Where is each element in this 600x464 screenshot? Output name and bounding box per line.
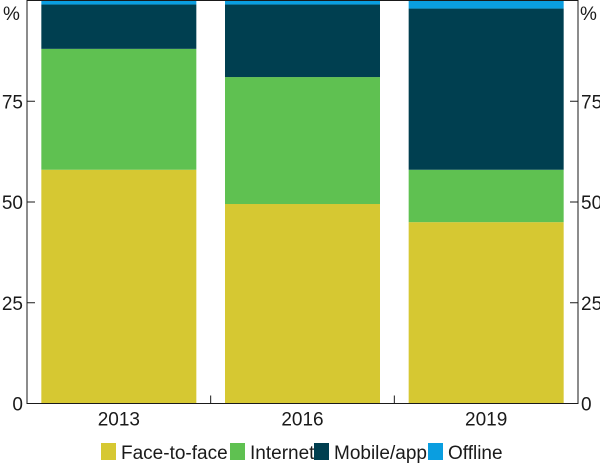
legend-swatch-face-to-face (101, 443, 116, 460)
bar-internet-2019 (408, 169, 564, 223)
legend-swatch-internet (230, 443, 245, 460)
bar-internet-2013 (41, 48, 197, 170)
legend-label-offline: Offline (448, 443, 503, 464)
bar-mobile-app-2019 (408, 8, 564, 170)
x-tick-label-2013: 2013 (98, 410, 140, 431)
y-tick-label-right: 0 (581, 395, 592, 416)
y-tick-label-right: 50 (581, 193, 600, 214)
bar-face-to-face-2019 (408, 222, 564, 404)
bar-internet-2016 (225, 77, 380, 205)
legend-label-mobile-app: Mobile/app (334, 443, 427, 464)
x-tick-label-2019: 2019 (465, 410, 507, 431)
y-axis-unit-right: % (580, 4, 597, 25)
legend-swatch-mobile-app (314, 443, 329, 460)
bar-offline-2016 (225, 0, 380, 5)
bar-face-to-face-2013 (41, 169, 197, 404)
bars (41, 0, 564, 404)
y-tick-label-right: 25 (581, 294, 600, 315)
bar-offline-2013 (41, 0, 197, 5)
legend-swatch-offline (428, 443, 443, 460)
bar-face-to-face-2016 (225, 204, 380, 404)
bar-offline-2019 (408, 0, 564, 9)
x-tick-label-2016: 2016 (281, 410, 323, 431)
y-tick-label-left: 0 (12, 395, 23, 416)
bar-mobile-app-2013 (41, 4, 197, 49)
y-tick-label-right: 75 (581, 92, 600, 113)
y-axis-unit-left: % (3, 4, 20, 25)
legend-label-internet: Internet (250, 443, 315, 464)
axes: 2013 2016 2019 0 0 25 25 50 50 75 75 (2, 92, 600, 430)
y-tick-label-left: 50 (2, 193, 23, 214)
legend: Face-to-face Internet Mobile/app Offline (101, 443, 503, 464)
y-tick-label-left: 25 (2, 294, 23, 315)
y-tick-label-left: 75 (2, 92, 23, 113)
legend-label-face-to-face: Face-to-face (121, 443, 228, 464)
bar-mobile-app-2016 (225, 4, 380, 78)
